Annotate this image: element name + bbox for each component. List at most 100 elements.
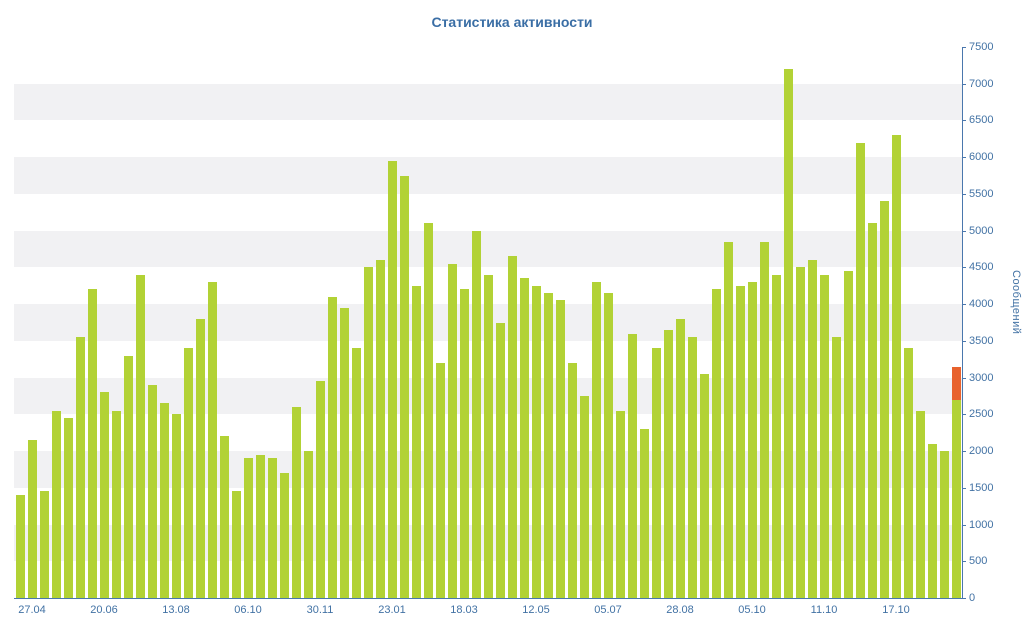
bar[interactable] <box>375 260 385 598</box>
bar[interactable] <box>483 274 493 598</box>
y-axis-line <box>962 47 963 599</box>
bar[interactable] <box>51 410 61 598</box>
bar[interactable] <box>759 241 769 598</box>
bar[interactable] <box>819 274 829 598</box>
bar[interactable] <box>339 307 349 598</box>
y-tick-mark <box>962 304 966 306</box>
bar[interactable] <box>795 267 805 598</box>
bar[interactable] <box>183 348 193 598</box>
bar[interactable] <box>195 318 205 598</box>
bar[interactable] <box>639 429 649 598</box>
bar[interactable] <box>711 289 721 598</box>
bar[interactable] <box>879 201 889 598</box>
bar[interactable] <box>207 282 217 598</box>
bar[interactable] <box>495 322 505 598</box>
bar[interactable] <box>267 458 277 598</box>
bar[interactable] <box>555 300 565 598</box>
y-tick-label: 2000 <box>969 445 994 458</box>
bar[interactable] <box>891 135 901 598</box>
bar[interactable] <box>627 333 637 598</box>
bar[interactable] <box>15 495 25 598</box>
bar[interactable] <box>687 337 697 598</box>
bar[interactable] <box>723 241 733 598</box>
bar[interactable] <box>831 337 841 598</box>
bar[interactable] <box>675 318 685 598</box>
bar[interactable] <box>75 337 85 598</box>
bar[interactable] <box>735 285 745 598</box>
x-tick-label: 30.11 <box>306 604 334 616</box>
bar[interactable] <box>651 348 661 598</box>
bar[interactable] <box>423 223 433 598</box>
bar[interactable] <box>255 454 265 598</box>
y-tick-mark <box>962 340 966 342</box>
bar[interactable] <box>519 278 529 598</box>
bar[interactable] <box>291 407 301 598</box>
bar[interactable] <box>447 263 457 598</box>
bar[interactable] <box>699 373 709 598</box>
bar[interactable] <box>159 403 169 598</box>
bar[interactable] <box>63 418 73 598</box>
y-tick-mark <box>962 487 966 489</box>
bar[interactable] <box>327 296 337 598</box>
bar[interactable] <box>87 289 97 598</box>
y-tick-label: 1500 <box>969 481 994 494</box>
bar[interactable] <box>363 267 373 598</box>
bar[interactable] <box>243 458 253 598</box>
bar[interactable] <box>579 395 589 598</box>
bar[interactable] <box>123 355 133 598</box>
bar[interactable] <box>387 160 397 598</box>
y-tick-label: 0 <box>969 592 976 604</box>
x-tick-label: 05.07 <box>594 604 622 616</box>
bar[interactable] <box>411 285 421 598</box>
bar[interactable] <box>135 274 145 598</box>
bar[interactable] <box>927 443 937 598</box>
x-tick-label: 20.06 <box>90 604 118 616</box>
bar[interactable] <box>39 491 49 598</box>
x-tick-label: 11.10 <box>810 604 838 616</box>
bar[interactable] <box>567 362 577 598</box>
plot-area <box>14 47 962 598</box>
bar[interactable] <box>399 175 409 598</box>
bar[interactable] <box>279 473 289 598</box>
bar[interactable] <box>111 410 121 598</box>
highlight-bar-segment[interactable] <box>951 366 961 400</box>
bar[interactable] <box>615 410 625 598</box>
bar[interactable] <box>855 142 865 598</box>
bar[interactable] <box>771 274 781 598</box>
bar[interactable] <box>663 329 673 598</box>
y-tick-mark <box>962 157 966 159</box>
x-tick-label: 23.01 <box>378 604 406 616</box>
bar[interactable] <box>351 348 361 598</box>
bar[interactable] <box>903 348 913 598</box>
bar[interactable] <box>99 392 109 598</box>
bar[interactable] <box>915 410 925 598</box>
y-tick-mark <box>962 451 966 453</box>
bar[interactable] <box>807 260 817 598</box>
bar[interactable] <box>435 362 445 598</box>
bar[interactable] <box>783 69 793 598</box>
bar[interactable] <box>591 282 601 598</box>
bar[interactable] <box>219 436 229 598</box>
bar[interactable] <box>471 230 481 598</box>
bar[interactable] <box>27 440 37 598</box>
bar[interactable] <box>867 223 877 598</box>
bar[interactable] <box>507 256 517 598</box>
bar[interactable] <box>303 451 313 598</box>
bar[interactable] <box>951 399 961 598</box>
bar[interactable] <box>171 414 181 598</box>
x-tick-label: 12.05 <box>522 604 550 616</box>
bar[interactable] <box>543 293 553 598</box>
bar[interactable] <box>531 285 541 598</box>
bar[interactable] <box>939 451 949 598</box>
bar[interactable] <box>315 381 325 598</box>
bar[interactable] <box>459 289 469 598</box>
x-tick-label: 17.10 <box>882 604 910 616</box>
bar[interactable] <box>147 384 157 598</box>
y-tick-label: 4000 <box>969 298 994 311</box>
bar[interactable] <box>843 271 853 598</box>
bar[interactable] <box>231 491 241 598</box>
bar[interactable] <box>603 293 613 598</box>
bar[interactable] <box>747 282 757 598</box>
background-band <box>14 157 962 194</box>
